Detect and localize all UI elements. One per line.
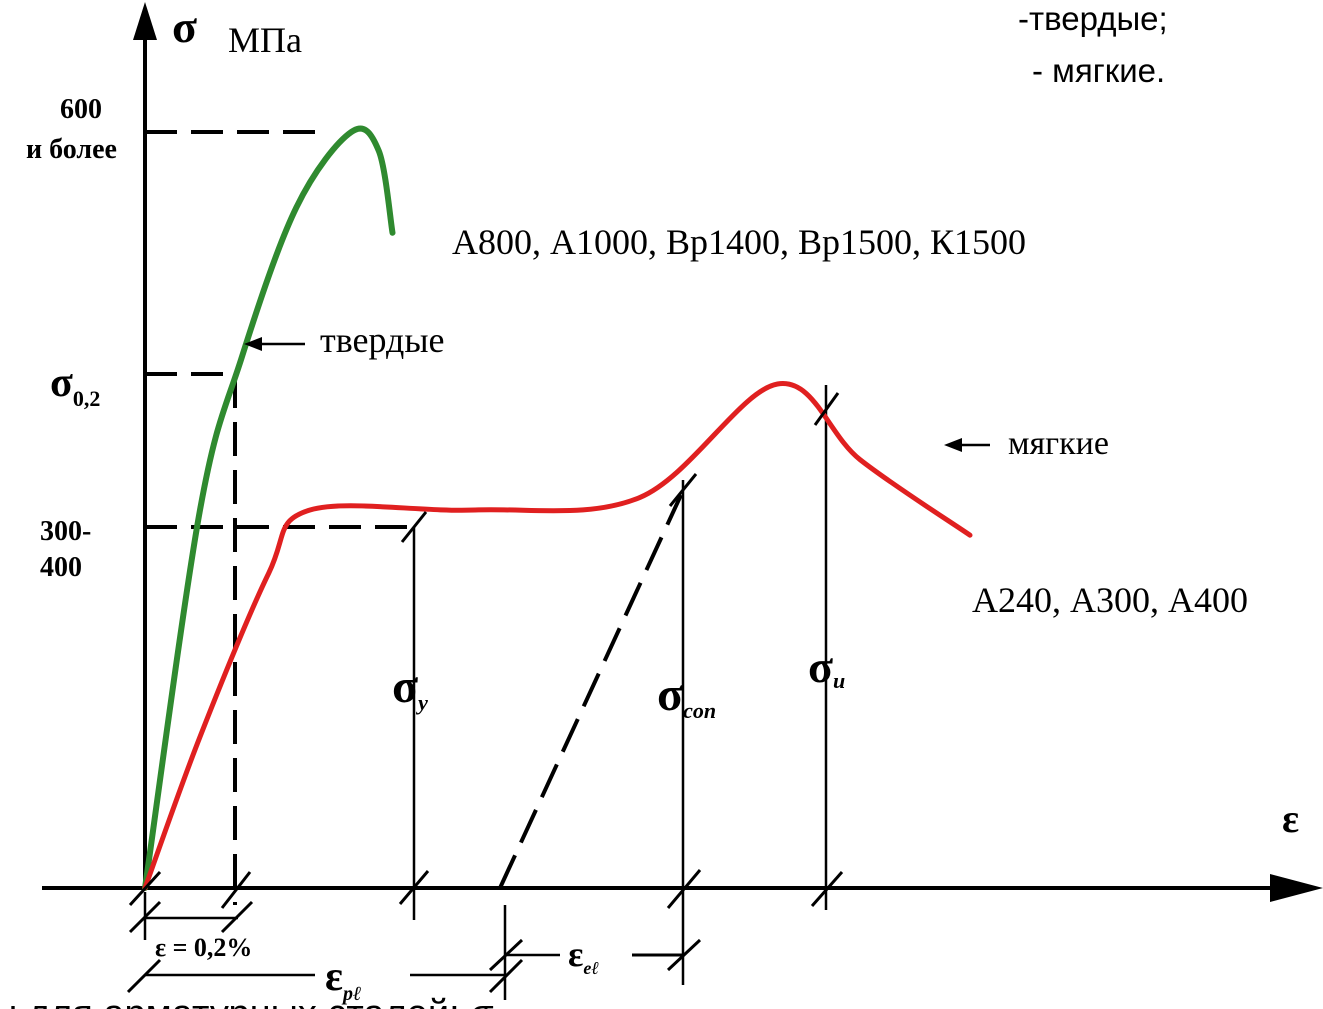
legend-soft: - мягкие.	[1032, 52, 1165, 89]
x-axis-tick-marks	[128, 869, 844, 909]
sigma-u-label: σu	[808, 641, 845, 693]
ytick-sigma02: σ0,2	[50, 360, 100, 411]
x-axis-arrow	[1270, 874, 1323, 902]
dim-eps-pl-tick-left	[126, 958, 162, 994]
y-axis-unit: МПа	[228, 20, 302, 60]
dim-eps-el-tick-left	[488, 938, 524, 972]
hard-steel-curve	[142, 125, 396, 891]
eps-pl-subscript: pℓ	[341, 983, 362, 1005]
soft-steel-curve	[142, 381, 973, 891]
sigma-y-subscript: y	[415, 690, 428, 715]
hard-label-arrowhead	[244, 337, 262, 351]
ytick-600-note: и более	[26, 134, 117, 165]
hard-curve-label: твердые	[320, 320, 445, 360]
eps02-label: ε = 0,2%	[155, 933, 252, 962]
hard-steel-grades: А800, А1000, Вр1400, Вр1500, К1500	[452, 222, 1026, 262]
legend-hard: -твердые;	[1018, 0, 1168, 37]
curve-tick-marks	[400, 392, 840, 543]
footer-text: ы для арматурных сталей: σ	[0, 993, 494, 1009]
eps-el-subscript: eℓ	[583, 958, 599, 978]
sigma-u-subscript: u	[833, 668, 845, 693]
dim-eps02-tick-right	[220, 900, 254, 934]
ytick-sigma02-subscript: 0,2	[73, 386, 101, 411]
dim-eps-el-tick-right	[666, 938, 702, 972]
soft-steel-grades: А240, А300, А400	[972, 580, 1248, 620]
y-axis-symbol: σ	[172, 1, 197, 52]
eps-el-label: εeℓ	[568, 934, 599, 978]
dim-eps02-tick-left	[128, 900, 162, 934]
soft-curve-label: мягкие	[1008, 425, 1109, 462]
sigma-con-subscript: con	[683, 698, 716, 723]
sigma-y-label: σy	[392, 660, 428, 715]
sigma-con-label: σcon	[657, 668, 716, 723]
eps-pl-label: εpℓ	[325, 954, 362, 1005]
soft-label-arrowhead	[944, 438, 962, 452]
ytick-300: 300-	[40, 516, 91, 547]
y-axis-arrow	[133, 2, 157, 40]
unloading-dashed-line	[498, 494, 683, 889]
ytick-600: 600	[60, 94, 102, 125]
ytick-400: 400	[40, 552, 82, 583]
x-axis-symbol: ε	[1282, 796, 1299, 841]
